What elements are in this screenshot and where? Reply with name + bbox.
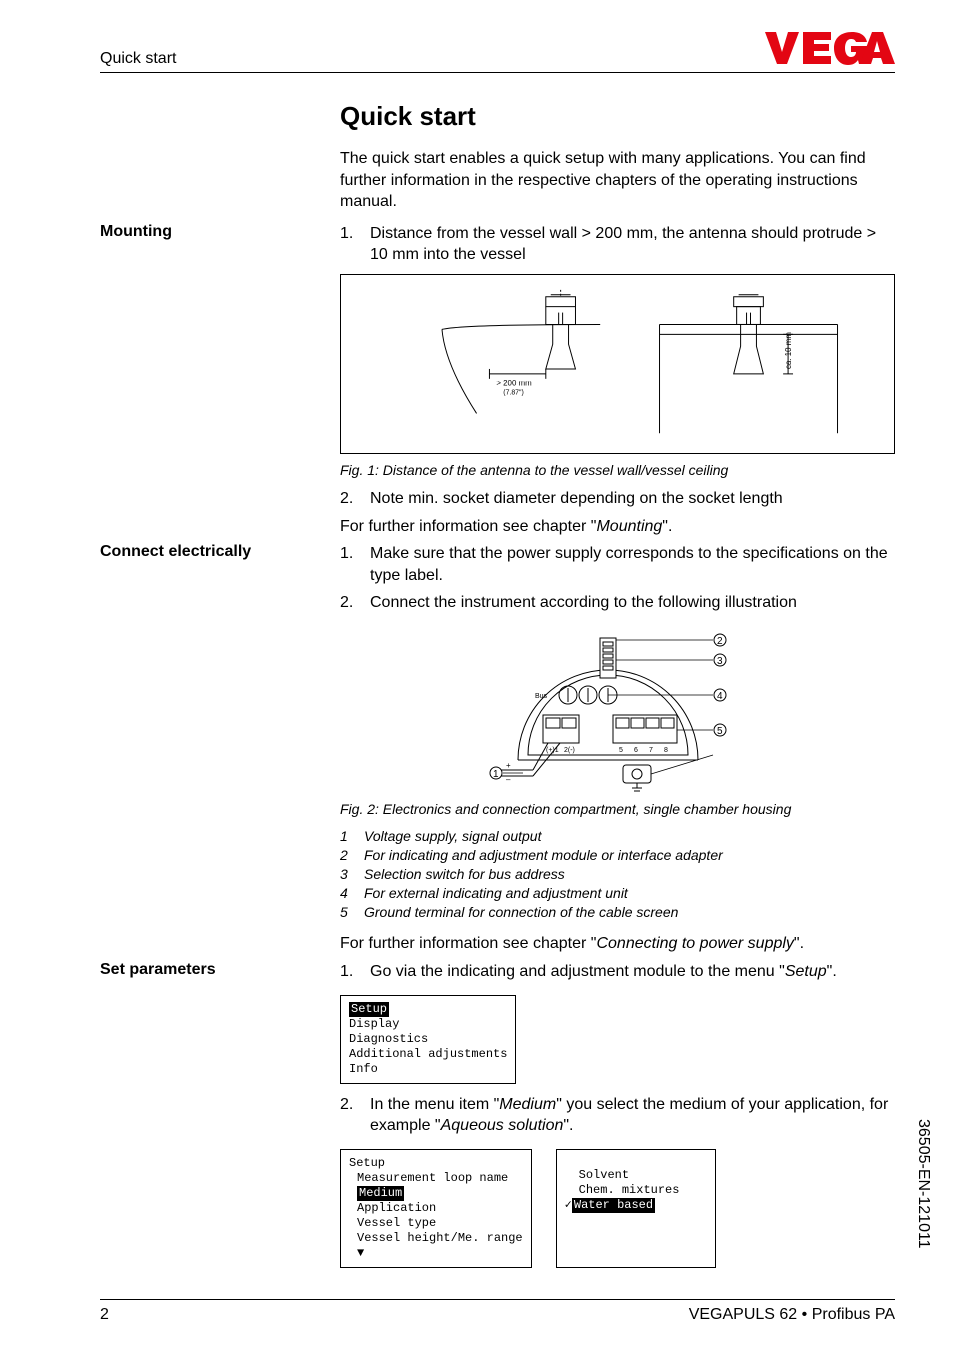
legend-row: 3Selection switch for bus address <box>340 865 895 884</box>
legend-row: 1Voltage supply, signal output <box>340 827 895 846</box>
fig2-callout-2: 2 <box>717 636 723 647</box>
menu-item-waterbased-row: ✓Water based <box>565 1198 655 1212</box>
connect-section: Connect electrically 1. Make sure that t… <box>100 543 895 955</box>
fig2-callout-3: 3 <box>717 656 723 667</box>
step-number: 2. <box>340 488 370 510</box>
step-text: Go via the indicating and adjustment mod… <box>370 961 895 983</box>
menu-item-chem: Chem. mixtures <box>565 1183 707 1198</box>
figure-1: > 200 mm (7.87") <box>340 274 895 454</box>
figure-1-caption: Fig. 1: Distance of the antenna to the v… <box>340 462 895 478</box>
fig2-term-1: (+)1 <box>546 747 559 754</box>
mounting-section: Mounting 1. Distance from the vessel wal… <box>100 223 895 537</box>
menu-item-info: Info <box>349 1062 507 1077</box>
menu-item-setup: Setup <box>349 1002 389 1017</box>
vega-logo <box>765 30 895 71</box>
intro-text: The quick start enables a quick setup wi… <box>340 148 895 213</box>
connect-footer: For further information see chapter "Con… <box>340 933 895 955</box>
menu-medium-options: Solvent Chem. mixtures ✓Water based <box>556 1149 716 1268</box>
step-text: Distance from the vessel wall > 200 mm, … <box>370 223 895 266</box>
document-code: 36505-EN-121011 <box>914 1119 932 1249</box>
menu-item-diagnostics: Diagnostics <box>349 1032 507 1047</box>
legend-row: 5Ground terminal for connection of the c… <box>340 903 895 922</box>
mounting-step-1: 1. Distance from the vessel wall > 200 m… <box>340 223 895 266</box>
step-number: 1. <box>340 543 370 586</box>
mounting-footer: For further information see chapter "Mou… <box>340 516 895 538</box>
fig2-plus: + <box>506 761 511 770</box>
fig2-term-5: 5 <box>619 747 623 754</box>
fig1-200mm-inch: (7.87") <box>503 390 524 397</box>
fig2-term-7: 7 <box>649 747 653 754</box>
mounting-label: Mounting <box>100 223 172 241</box>
menu-item-additional: Additional adjustments <box>349 1047 507 1062</box>
params-step-2: 2. In the menu item "Medium" you select … <box>340 1094 895 1137</box>
menu-title: Setup <box>349 1156 523 1171</box>
menu-item-application: Application <box>349 1201 523 1216</box>
figure-2-legend: 1Voltage supply, signal output 2For indi… <box>340 827 895 921</box>
menu-item-vesseltype: Vessel type <box>349 1216 523 1231</box>
menu-item-waterbased: Water based <box>572 1198 655 1213</box>
fig2-term-2: 2(-) <box>564 747 575 754</box>
step-text: In the menu item "Medium" you select the… <box>370 1094 895 1137</box>
params-step-1: 1. Go via the indicating and adjustment … <box>340 961 895 983</box>
connect-step-2: 2. Connect the instrument according to t… <box>340 592 895 614</box>
fig2-minus: – <box>506 775 511 784</box>
legend-row: 2For indicating and adjustment module or… <box>340 846 895 865</box>
menu-item-solvent: Solvent <box>565 1168 707 1183</box>
params-section: Set parameters 1. Go via the indicating … <box>100 961 895 1278</box>
step-text: Note min. socket diameter depending on t… <box>370 488 895 510</box>
step-text: Make sure that the power supply correspo… <box>370 543 895 586</box>
params-label: Set parameters <box>100 961 216 979</box>
product-name: VEGAPULS 62 • Profibus PA <box>689 1306 895 1324</box>
fig2-bus-label: Bus <box>535 693 548 700</box>
fig2-callout-4: 4 <box>717 691 723 702</box>
step-number: 2. <box>340 1094 370 1137</box>
menu-item-vesselheight: Vessel height/Me. range <box>349 1231 523 1246</box>
page-number: 2 <box>100 1306 109 1324</box>
step-number: 1. <box>340 223 370 266</box>
fig2-term-8: 8 <box>664 747 668 754</box>
fig2-term-6: 6 <box>634 747 638 754</box>
header-title: Quick start <box>100 50 176 68</box>
fig1-200mm-label: > 200 mm <box>496 379 532 388</box>
connect-label: Connect electrically <box>100 543 251 561</box>
step-number: 2. <box>340 592 370 614</box>
legend-row: 4For external indicating and adjustment … <box>340 884 895 903</box>
down-arrow-icon: ▼ <box>349 1246 364 1260</box>
fig2-callout-5: 5 <box>717 726 723 737</box>
connect-step-1: 1. Make sure that the power supply corre… <box>340 543 895 586</box>
step-text: Connect the instrument according to the … <box>370 592 895 614</box>
step-number: 1. <box>340 961 370 983</box>
page-footer: 2 VEGAPULS 62 • Profibus PA <box>100 1299 895 1324</box>
figure-2: Bus (+)1 2(-) 5 6 7 8 <box>340 620 895 795</box>
main-heading: Quick start <box>340 101 895 132</box>
menu-setup: Setup Display Diagnostics Additional adj… <box>340 995 516 1084</box>
menu-item-medium: Medium <box>357 1186 404 1201</box>
menu-setup-submenu: Setup Measurement loop name Medium Appli… <box>340 1149 532 1268</box>
menu-item-display: Display <box>349 1017 507 1032</box>
figure-2-caption: Fig. 2: Electronics and connection compa… <box>340 801 895 817</box>
fig1-10mm-label: ca. 10 mm <box>784 332 793 369</box>
fig2-callout-1: 1 <box>493 769 499 780</box>
menu-item-loopname: Measurement loop name <box>349 1171 523 1186</box>
mounting-step-2: 2. Note min. socket diameter depending o… <box>340 488 895 510</box>
